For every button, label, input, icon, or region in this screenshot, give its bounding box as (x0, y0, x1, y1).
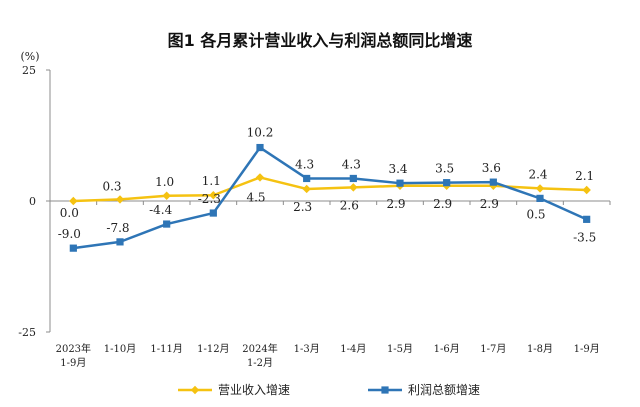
data-point-profit (209, 209, 217, 217)
data-point-profit (303, 174, 311, 183)
data-point-revenue (302, 184, 311, 194)
data-label-profit: 10.2 (247, 126, 274, 140)
data-label-revenue: 2.1 (575, 169, 594, 183)
data-point-revenue (535, 184, 545, 193)
x-tick-label: 2023年 (56, 342, 91, 355)
data-label-profit: 3.5 (435, 162, 454, 176)
x-tick-label: 1-8月 (527, 343, 553, 355)
data-point-revenue (115, 195, 125, 204)
x-tick-label: 1-9月 (574, 343, 600, 355)
legend: 营业收入增速 利润总额增速 (178, 383, 480, 397)
legend-marker (381, 386, 389, 394)
data-label-profit: 3.6 (482, 161, 501, 175)
data-label-revenue: 2.9 (386, 197, 405, 211)
data-label-revenue: 0.3 (102, 179, 121, 193)
data-point-profit (536, 194, 544, 202)
x-tick-label: 1-11月 (150, 343, 182, 355)
x-tick-label: 1-12月 (197, 343, 229, 355)
data-label-profit: 4.3 (295, 157, 314, 171)
data-point-revenue (162, 191, 171, 200)
data-label-profit: -4.4 (149, 203, 173, 217)
x-tick-label: 1-5月 (387, 343, 413, 355)
data-label-profit: 3.4 (388, 162, 407, 176)
data-point-revenue (69, 196, 78, 206)
data-label-revenue: 2.3 (293, 200, 312, 214)
chart-title: 图1 各月累计营业收入与利润总额同比增速 (168, 31, 473, 50)
series-line-profit (73, 146, 588, 250)
data-point-profit (443, 179, 451, 187)
data-label-revenue: 2.6 (340, 198, 359, 212)
data-label-revenue: 1.1 (202, 174, 221, 188)
x-tick-label: 1-3月 (294, 343, 320, 355)
legend-marker (190, 385, 200, 395)
x-tick-label: 1-7月 (480, 343, 506, 355)
data-label-profit: -3.5 (573, 230, 596, 244)
data-point-profit (349, 174, 357, 183)
unit-label: (%) (20, 50, 39, 63)
data-label-revenue: 4.5 (246, 190, 265, 204)
x-tick-label: 1-6月 (434, 343, 460, 355)
x-tick-label: 1-4月 (340, 343, 366, 355)
data-point-revenue (209, 191, 218, 200)
data-label-profit: -9.0 (58, 227, 81, 241)
data-point-profit (116, 238, 124, 246)
data-label-revenue: 2.9 (480, 197, 499, 211)
data-label-revenue: 0.0 (60, 206, 79, 220)
category-labels: 2023年 1-9月 1-10月 1-11月 1-12月 2024年 1-2月 1-3月 1-4… (56, 342, 600, 369)
data-label-revenue: 2.9 (433, 197, 452, 211)
data-point-profit (256, 143, 264, 152)
y-tick-label: -25 (18, 326, 36, 339)
data-point-profit (69, 244, 77, 252)
data-labels: 0.0 0.3 1.0 1.1 4.5 2.3 2.6 2.9 2.9 2.9 2.4 2.1 -9.0… (58, 126, 596, 245)
data-label-profit: -7.8 (106, 221, 129, 235)
data-label-profit: 4.3 (342, 157, 361, 171)
x-tick-label: 1-2月 (247, 357, 273, 369)
data-point-profit (583, 215, 591, 223)
x-tick-label: 1-10月 (104, 343, 136, 355)
data-point-profit (489, 178, 497, 186)
data-point-revenue (349, 183, 358, 192)
data-point-profit (396, 179, 404, 187)
axes: 25 0 -25 (18, 64, 611, 339)
data-label-profit: -2.3 (198, 192, 221, 206)
legend-label: 利润总额增速 (408, 383, 480, 397)
series-layer (69, 143, 591, 252)
y-tick-label: 0 (29, 195, 36, 208)
series-line-revenue (73, 176, 587, 203)
x-tick-label: 2024年 (242, 342, 277, 355)
data-point-profit (163, 220, 171, 228)
data-label-profit: 0.5 (526, 207, 545, 221)
data-label-revenue: 1.0 (155, 175, 174, 189)
y-tick-label: 25 (22, 64, 36, 77)
data-label-revenue: 2.4 (528, 167, 547, 181)
legend-label: 营业收入增速 (218, 383, 290, 397)
data-point-revenue (255, 173, 265, 182)
data-point-revenue (582, 185, 591, 195)
x-tick-label: 1-9月 (60, 357, 86, 369)
